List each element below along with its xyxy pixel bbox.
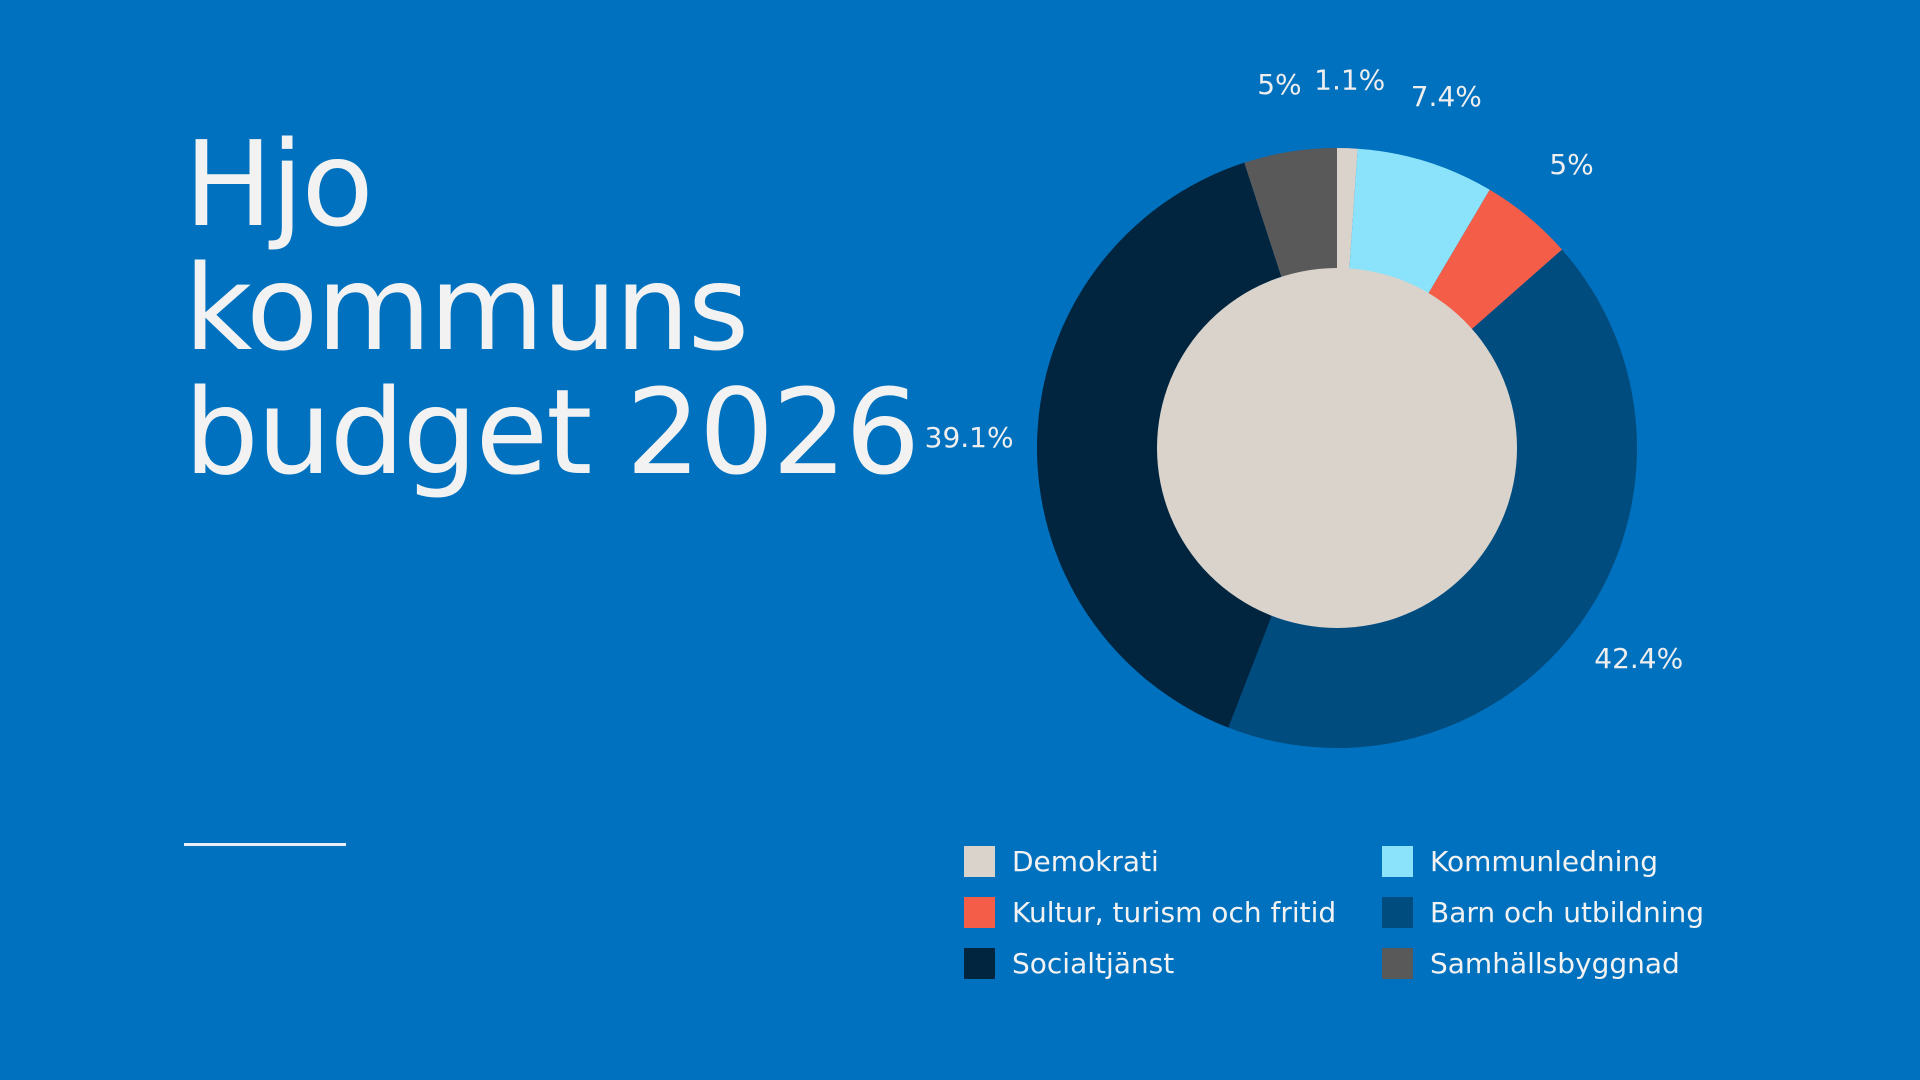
legend-item-socialtj-nst: Socialtjänst [964, 946, 1174, 980]
legend-label: Kommunledning [1430, 844, 1658, 878]
data-label-samh-llsbyggnad: 5% [1257, 68, 1301, 101]
legend-label: Socialtjänst [1012, 946, 1175, 980]
title-line-2: kommuns [184, 239, 749, 377]
legend-swatch [964, 947, 995, 979]
legend-swatch [1382, 845, 1413, 877]
legend-item-kommunledning: Kommunledning [1382, 844, 1658, 878]
legend-swatch [964, 896, 995, 928]
legend-item-samh-llsbyggnad: Samhällsbyggnad [1382, 946, 1680, 980]
legend-label: Samhällsbyggnad [1430, 946, 1680, 980]
title-line-1: Hjo [184, 115, 374, 253]
legend-swatch [964, 845, 995, 877]
legend-label: Demokrati [1012, 844, 1159, 878]
data-label-barn-och-utbildning: 42.4% [1594, 642, 1683, 675]
data-label-demokrati: 1.1% [1314, 64, 1385, 97]
data-label-kommunledning: 7.4% [1411, 80, 1482, 113]
page-title: Hjo kommuns budget 2026 [184, 115, 920, 501]
legend-item-demokrati: Demokrati [964, 844, 1159, 878]
title-line-3: budget 2026 [184, 363, 920, 501]
data-label-socialtj-nst: 39.1% [925, 421, 1014, 454]
title-divider [184, 843, 346, 846]
legend-label: Barn och utbildning [1430, 895, 1705, 929]
legend-item-barn-och-utbildning: Barn och utbildning [1382, 895, 1704, 929]
donut-center-disc [1157, 268, 1517, 628]
data-label-kultur-turism-och-fritid: 5% [1549, 148, 1593, 181]
legend-label: Kultur, turism och fritid [1012, 895, 1337, 929]
legend-item-kultur-turism-och-fritid: Kultur, turism och fritid [964, 895, 1336, 929]
legend-swatch [1382, 947, 1413, 979]
legend-swatch [1382, 896, 1413, 928]
